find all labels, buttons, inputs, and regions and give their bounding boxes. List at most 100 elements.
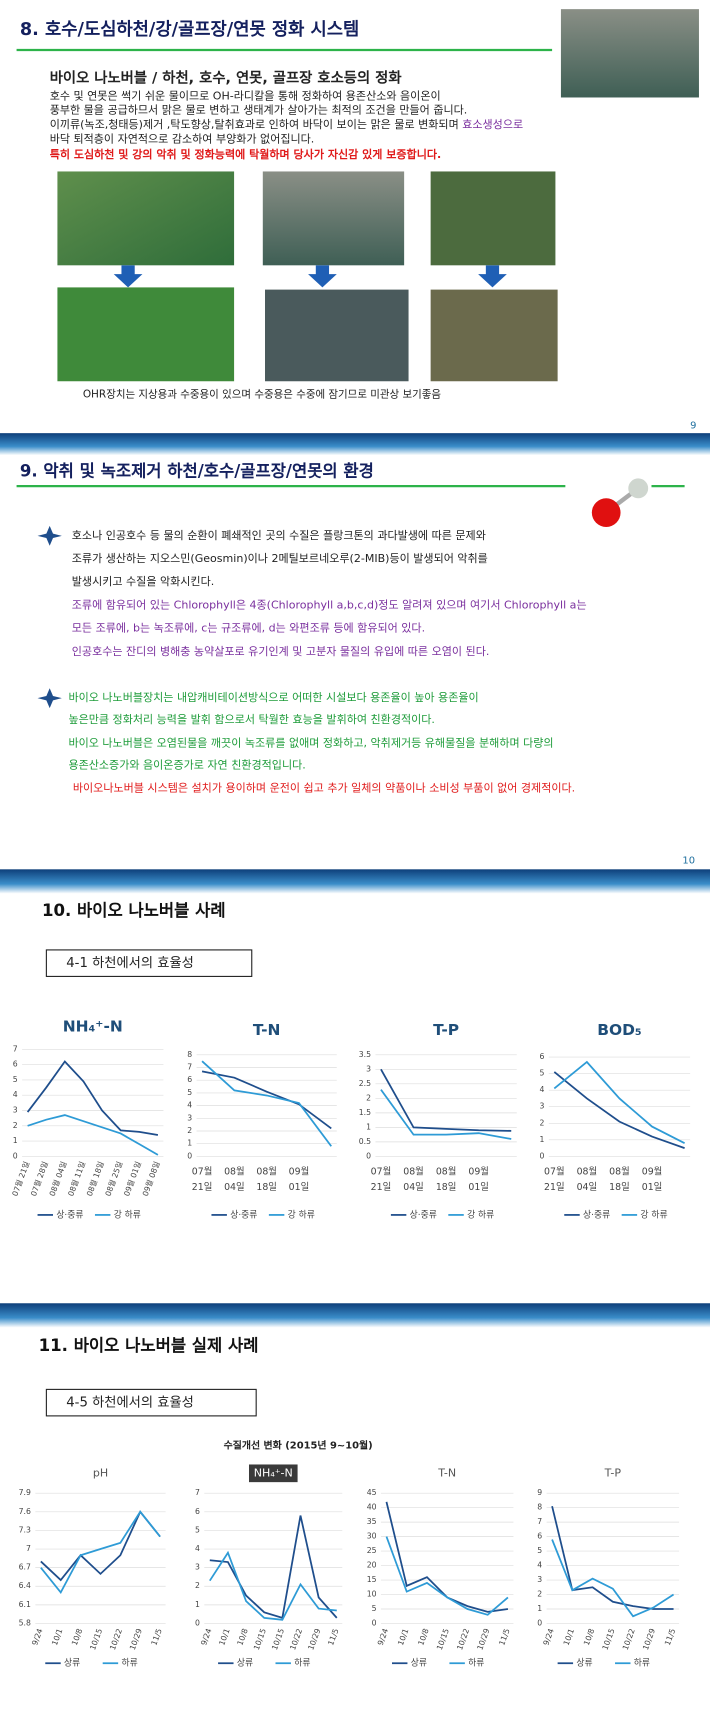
x-tick-label: 9/24 bbox=[376, 1627, 390, 1646]
series-line bbox=[40, 1510, 161, 1582]
y-tick-label: 0 bbox=[372, 1618, 377, 1627]
x-tick-label: 10/15 bbox=[601, 1627, 617, 1651]
y-tick-label: 2 bbox=[539, 1118, 544, 1127]
x-tick-label: 11/5 bbox=[326, 1627, 340, 1646]
photo bbox=[262, 171, 405, 266]
slide-3: 10. 바이오 나노버블 사례 4-1 하천에서의 효율성 bbox=[0, 869, 710, 977]
series-line bbox=[380, 1089, 512, 1140]
x-tick-label: 08월 bbox=[577, 1165, 598, 1177]
body-line: 바닥 퇴적층이 자연적으로 감소하여 부양화가 없어집니다. bbox=[50, 131, 315, 145]
x-tick-label: 04일 bbox=[403, 1182, 424, 1193]
y-tick-label: 6.1 bbox=[19, 1600, 31, 1609]
highlight: 효소생성으로 bbox=[462, 118, 523, 131]
legend-label: 상·중류 bbox=[410, 1209, 437, 1220]
y-tick-label: 5 bbox=[539, 1069, 544, 1078]
x-tick-label: 21일 bbox=[192, 1182, 213, 1193]
legend-label: 상류 bbox=[576, 1658, 592, 1669]
x-tick-label: 10/15 bbox=[252, 1627, 268, 1651]
x-tick-label: 10/8 bbox=[235, 1627, 249, 1646]
body-line: 바이오 나노버블장치는 내압캐비테이션방식으로 어떠한 시설보다 용존율이 높아… bbox=[68, 691, 478, 704]
x-tick-label: 10/15 bbox=[88, 1627, 104, 1651]
section-label: 4-5 하천에서의 효율성 bbox=[66, 1395, 194, 1411]
x-tick-label: 11/5 bbox=[149, 1627, 163, 1646]
page-number: 9 bbox=[690, 420, 696, 431]
series-line bbox=[551, 1539, 675, 1618]
y-tick-label: 6 bbox=[539, 1052, 544, 1061]
y-tick-label: 45 bbox=[367, 1488, 377, 1497]
y-tick-label: 20 bbox=[367, 1561, 377, 1570]
series-line bbox=[201, 1060, 332, 1147]
y-tick-label: 8 bbox=[187, 1050, 192, 1059]
y-tick-label: 6 bbox=[13, 1060, 18, 1069]
body-line: 발생시키고 수질을 악화시킨다. bbox=[72, 575, 214, 588]
x-tick-label: 18일 bbox=[256, 1182, 277, 1193]
legend-label: 강 하류 bbox=[288, 1209, 315, 1220]
x-tick-label: 10/22 bbox=[108, 1627, 124, 1651]
y-tick-label: 5 bbox=[195, 1525, 200, 1534]
body-text: 이끼류(녹조,청태등)제거 ,탁도향상,탈취효과로 인하여 바닥이 보이는 맑은… bbox=[50, 117, 463, 131]
legend-label: 상·중류 bbox=[230, 1209, 257, 1220]
bullet bbox=[37, 688, 62, 709]
legend-label: 강 하류 bbox=[114, 1209, 141, 1220]
x-tick-label: 21일 bbox=[371, 1182, 392, 1193]
body-line: 호수 및 연못은 썩기 쉬운 물이므로 OH-라디칼을 통해 정화하여 용존산소… bbox=[50, 88, 441, 102]
x-tick-label: 01일 bbox=[642, 1182, 663, 1193]
body-line: 용존산소증가와 음이온증가로 자연 친환경적입니다. bbox=[68, 759, 305, 772]
y-tick-label: 7 bbox=[195, 1488, 200, 1497]
x-tick-label: 10/22 bbox=[621, 1627, 637, 1651]
x-tick-label: 10/15 bbox=[270, 1627, 286, 1651]
bullet bbox=[37, 525, 62, 546]
x-tick-label: 11/5 bbox=[497, 1627, 511, 1646]
x-tick-label: 9/24 bbox=[30, 1627, 44, 1646]
y-tick-label: 1 bbox=[366, 1122, 371, 1131]
chart-title-background bbox=[248, 1464, 298, 1483]
y-tick-label: 3 bbox=[187, 1113, 192, 1122]
x-tick-label: 10/1 bbox=[217, 1627, 231, 1646]
y-tick-label: 3 bbox=[13, 1106, 18, 1115]
y-tick-label: 1 bbox=[187, 1139, 192, 1148]
chart-title: BOD₅ bbox=[597, 1021, 641, 1039]
series-line bbox=[380, 1068, 512, 1132]
y-tick-label: 3 bbox=[195, 1563, 200, 1572]
arrows bbox=[113, 265, 507, 288]
y-tick-label: 35 bbox=[367, 1517, 377, 1526]
y-tick-label: 7 bbox=[187, 1063, 192, 1072]
x-tick-label: 10/29 bbox=[475, 1627, 491, 1651]
x-tick-label: 04일 bbox=[224, 1182, 245, 1193]
header-band bbox=[0, 433, 710, 456]
legend-label: 상류 bbox=[411, 1658, 427, 1669]
y-tick-label: 1.5 bbox=[359, 1108, 371, 1117]
y-tick-label: 8 bbox=[537, 1503, 542, 1512]
y-tick-label: 3.5 bbox=[359, 1050, 371, 1059]
x-tick-label: 09월 bbox=[289, 1165, 310, 1177]
y-tick-label: 2 bbox=[13, 1121, 18, 1130]
body-line: 호소나 인공호수 등 물의 순환이 폐쇄적인 곳의 수질은 플랑크톤의 과다발생… bbox=[72, 529, 486, 542]
x-tick-label: 10/22 bbox=[288, 1627, 304, 1651]
caption: OHR장치는 지상용과 수중용이 있으며 수중용은 수중에 잠기므로 미관상 보… bbox=[83, 389, 442, 401]
y-tick-label: 3 bbox=[539, 1102, 544, 1111]
x-tick-label: 09월 bbox=[642, 1165, 663, 1177]
x-tick-label: 08월 bbox=[403, 1165, 424, 1177]
body-line: 바이오 나노버블은 오염된물을 깨끗이 녹조류를 없애며 정화하고, 악취제거등… bbox=[68, 735, 553, 749]
series-line bbox=[40, 1510, 161, 1595]
x-tick-label: 10/8 bbox=[416, 1627, 430, 1646]
series-line bbox=[385, 1536, 509, 1616]
photo bbox=[560, 9, 699, 98]
photo bbox=[265, 289, 409, 382]
series-line bbox=[553, 1060, 686, 1144]
series-line bbox=[26, 1060, 159, 1136]
legend-label: 상·중류 bbox=[56, 1209, 83, 1220]
slide-4: 11. 바이오 나노버블 실제 사례 4-5 하천에서의 효율성 수질개선 변화… bbox=[0, 1303, 710, 1452]
page-number: 10 bbox=[682, 855, 695, 866]
series-line bbox=[201, 1070, 332, 1130]
chart-title: T-N bbox=[437, 1466, 456, 1479]
legend-label: 강 하류 bbox=[640, 1209, 667, 1220]
series-line bbox=[551, 1506, 674, 1610]
body-line: 바이오나노버블 시스템은 설치가 용이하며 운전이 쉽고 추가 일체의 약품이나… bbox=[73, 781, 575, 795]
x-tick-label: 07월 21일 bbox=[10, 1160, 32, 1198]
